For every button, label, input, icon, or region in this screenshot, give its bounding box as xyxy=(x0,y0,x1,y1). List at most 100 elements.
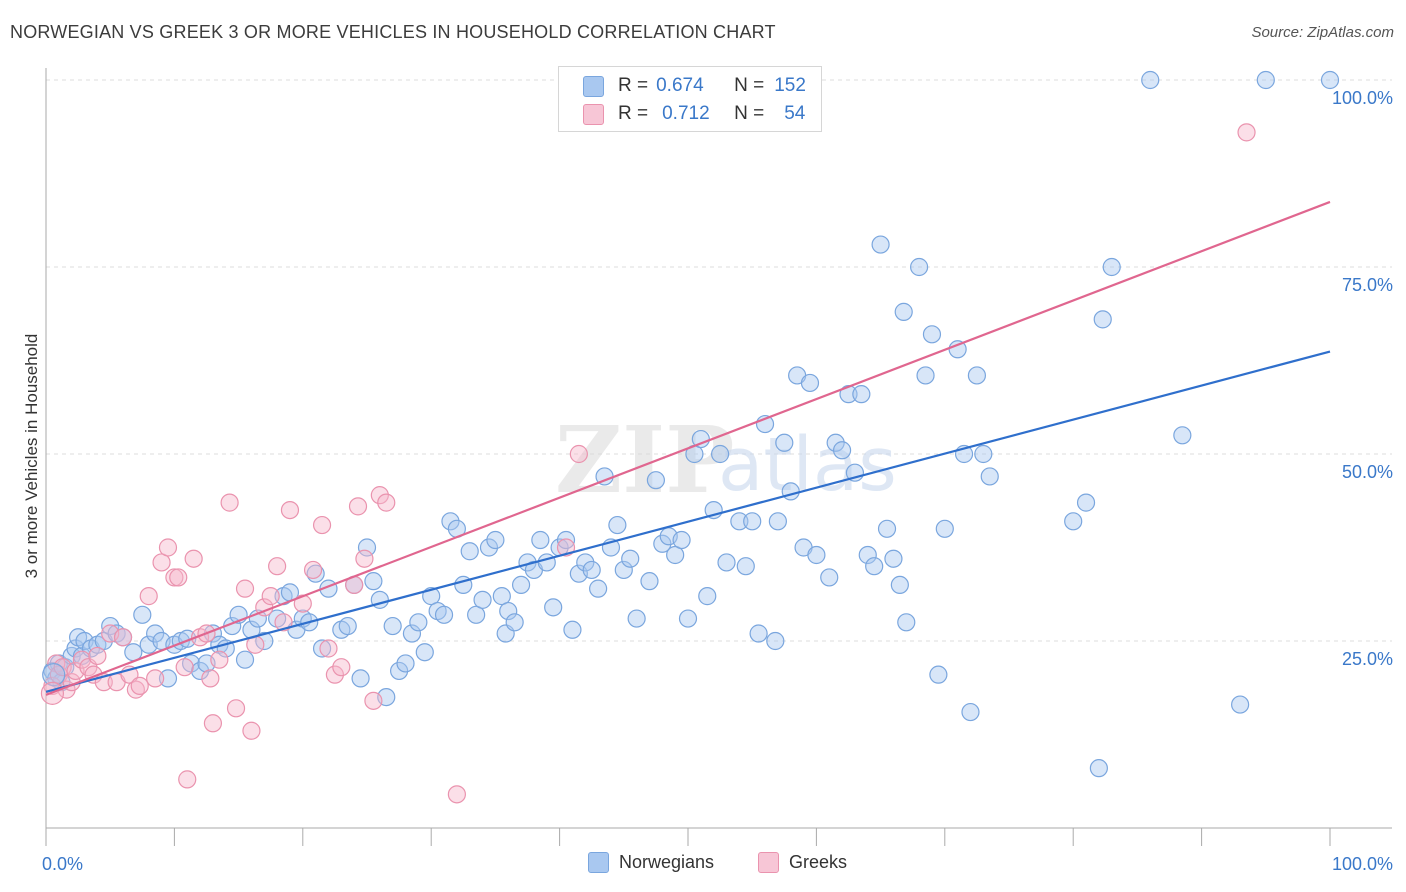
x-tick-label: 100.0% xyxy=(1332,854,1393,874)
legend-item-norwegians[interactable]: Norwegians xyxy=(588,852,714,873)
point-greeks xyxy=(158,538,178,557)
point-norwegians xyxy=(672,530,691,550)
point-norwegians xyxy=(42,663,66,687)
point-norwegians xyxy=(698,587,717,606)
point-norwegians xyxy=(255,631,274,651)
tick-labels: 25.0% 50.0% 75.0% 100.0% 0.0% 100.0% xyxy=(42,88,1393,874)
point-norwegians xyxy=(479,538,499,557)
point-greeks xyxy=(280,501,300,520)
point-norwegians xyxy=(556,530,576,550)
point-norwegians xyxy=(563,620,582,639)
legend-row-norwegians: R = 0.674 N = 152 xyxy=(583,73,806,99)
point-norwegians xyxy=(614,560,633,580)
point-norwegians xyxy=(916,366,935,385)
point-norwegians xyxy=(653,534,672,553)
point-norwegians xyxy=(922,325,942,344)
point-norwegians xyxy=(768,512,787,531)
point-greeks xyxy=(261,587,280,606)
point-greeks xyxy=(146,669,165,688)
point-norwegians xyxy=(101,616,120,636)
point-norwegians xyxy=(235,650,255,669)
point-norwegians xyxy=(730,512,749,531)
point-norwegians xyxy=(505,613,524,632)
point-norwegians xyxy=(749,624,768,643)
point-greeks xyxy=(312,515,332,535)
point-norwegians xyxy=(826,433,845,452)
point-greeks xyxy=(226,699,246,718)
y-tick-label: 25.0% xyxy=(1342,649,1393,669)
trend-lines xyxy=(45,200,1331,696)
point-norwegians xyxy=(871,235,890,254)
chart-title: NORWEGIAN VS GREEK 3 OR MORE VEHICLES IN… xyxy=(10,22,776,42)
point-norwegians xyxy=(1089,759,1108,778)
correlation-legend: R = 0.674 N = 152 R = 0.712 N = 54 xyxy=(558,66,822,132)
greeks-swatch xyxy=(583,103,604,125)
point-norwegians xyxy=(338,616,357,636)
point-norwegians xyxy=(390,661,409,681)
point-norwegians xyxy=(621,549,640,568)
point-greeks xyxy=(201,669,220,688)
point-norwegians xyxy=(974,444,993,464)
point-norwegians xyxy=(434,605,454,624)
norwegians-swatch xyxy=(588,852,609,873)
point-greeks xyxy=(175,658,194,677)
point-norwegians xyxy=(766,631,785,651)
source-credit: Source: ZipAtlas.com xyxy=(1251,24,1394,41)
r-value: 0.674 xyxy=(656,75,704,96)
point-norwegians xyxy=(736,557,755,576)
point-norwegians xyxy=(396,654,415,673)
point-greeks xyxy=(165,568,184,587)
point-norwegians xyxy=(402,624,422,643)
point-greeks xyxy=(370,486,389,505)
point-norwegians xyxy=(364,572,383,591)
point-norwegians xyxy=(589,579,608,598)
y-tick-label: 75.0% xyxy=(1342,275,1393,295)
greeks-swatch xyxy=(758,852,779,873)
norwegians-swatch xyxy=(583,75,604,97)
y-tick-label: 100.0% xyxy=(1332,88,1393,108)
point-greeks xyxy=(113,628,133,647)
point-norwegians xyxy=(158,669,178,688)
point-greeks xyxy=(235,579,255,598)
n-label: N = xyxy=(734,75,765,96)
point-greeks xyxy=(1237,123,1256,142)
point-norwegians xyxy=(807,545,826,565)
point-norwegians xyxy=(1256,70,1275,90)
point-norwegians xyxy=(582,560,601,580)
point-norwegians xyxy=(608,515,627,535)
point-norwegians xyxy=(627,609,646,628)
grid-lines xyxy=(46,79,1392,642)
r-label: R = xyxy=(618,103,649,124)
point-norwegians xyxy=(486,530,505,550)
point-norwegians xyxy=(775,433,794,452)
point-greeks xyxy=(569,444,588,464)
point-norwegians xyxy=(146,624,165,643)
point-norwegians xyxy=(877,519,897,538)
point-norwegians xyxy=(858,545,877,565)
legend-label: Greeks xyxy=(789,852,848,872)
r-label: R = xyxy=(618,75,649,96)
legend-row-greeks: R = 0.712 N = 54 xyxy=(583,101,805,127)
point-norwegians xyxy=(852,385,871,404)
point-greeks xyxy=(325,665,344,684)
point-norwegians xyxy=(894,302,913,321)
point-norwegians xyxy=(312,639,332,658)
point-norwegians xyxy=(415,643,434,662)
point-greeks xyxy=(210,650,229,669)
legend-item-greeks[interactable]: Greeks xyxy=(758,852,847,873)
point-norwegians xyxy=(190,661,210,681)
point-norwegians xyxy=(441,512,460,531)
point-greeks xyxy=(220,493,239,512)
point-norwegians xyxy=(967,366,987,385)
point-norwegians xyxy=(1076,493,1096,512)
point-norwegians xyxy=(781,482,800,501)
point-norwegians xyxy=(935,519,954,538)
x-tick-label: 0.0% xyxy=(42,854,83,874)
point-norwegians xyxy=(865,557,884,576)
point-greeks xyxy=(242,721,261,740)
axes xyxy=(45,68,1392,846)
n-value: 54 xyxy=(784,103,806,124)
point-norwegians xyxy=(890,575,909,595)
